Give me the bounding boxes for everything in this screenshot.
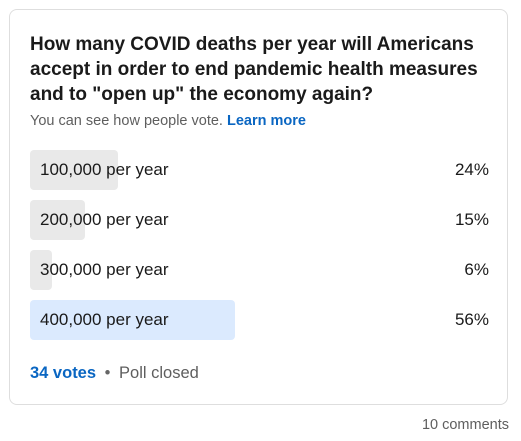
- poll-option-label: 100,000 per year: [40, 160, 169, 179]
- poll-option-bar: [30, 200, 85, 240]
- poll-option-label: 200,000 per year: [40, 210, 169, 229]
- comments-count-link[interactable]: 10 comments: [421, 417, 509, 433]
- poll-option-bar: [30, 300, 235, 340]
- poll-visibility-note: You can see how people vote. Learn more: [30, 111, 306, 131]
- poll-option-100k: 100,000 per year 24%: [30, 150, 492, 190]
- poll-footer: 34 votes • Poll closed: [30, 362, 199, 384]
- poll-option-percent: 15%: [454, 210, 489, 229]
- learn-more-link[interactable]: Learn more: [226, 113, 306, 129]
- poll-option-200k: 200,000 per year 15%: [30, 200, 492, 240]
- poll-option-bar: [30, 250, 52, 290]
- poll-option-label: 400,000 per year: [40, 310, 169, 329]
- poll-option-label: 300,000 per year: [40, 260, 169, 279]
- poll-option-percent: 6%: [464, 260, 489, 279]
- poll-option-300k: 300,000 per year 6%: [30, 250, 492, 290]
- poll-options: 100,000 per year 24% 200,000 per year 15…: [30, 150, 492, 350]
- votes-count-link[interactable]: 34 votes: [30, 364, 97, 382]
- separator-dot: •: [104, 364, 111, 382]
- poll-status: Poll closed: [119, 364, 199, 382]
- poll-card: How many COVID deaths per year will Amer…: [9, 9, 508, 405]
- poll-option-bar: [30, 150, 118, 190]
- poll-option-percent: 56%: [454, 310, 489, 329]
- poll-option-400k: 400,000 per year 56%: [30, 300, 492, 340]
- poll-question: How many COVID deaths per year will Amer…: [30, 34, 478, 105]
- visibility-text: You can see how people vote.: [30, 113, 223, 129]
- poll-option-percent: 24%: [454, 160, 489, 179]
